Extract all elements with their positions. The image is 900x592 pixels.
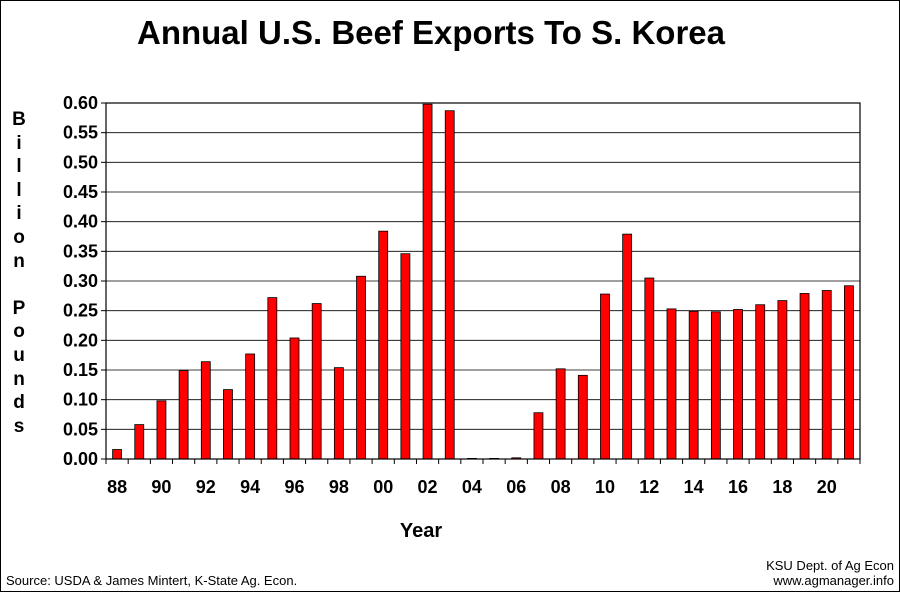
y-tick-label: 0.30 <box>63 271 98 291</box>
bar-11 <box>622 233 633 460</box>
x-tick-label: 10 <box>595 477 615 497</box>
bar-20 <box>821 290 832 460</box>
y-tick-label: 0.10 <box>63 390 98 410</box>
bar-10 <box>600 293 610 460</box>
bar-21 <box>844 285 854 460</box>
y-tick-label: 0.45 <box>63 182 98 202</box>
bar-14 <box>688 310 699 460</box>
y-axis-label: B i l l i o n P o u n d s <box>12 109 26 437</box>
x-tick-label: 96 <box>284 477 304 497</box>
x-tick-label: 04 <box>462 477 482 497</box>
chart-title: Annual U.S. Beef Exports To S. Korea <box>137 14 725 51</box>
source-note: Source: USDA & James Mintert, K-State Ag… <box>6 573 298 588</box>
bar-18 <box>777 300 788 460</box>
credit-line-1: KSU Dept. of Ag Econ <box>766 558 894 573</box>
bar-03 <box>444 110 455 460</box>
bar-98 <box>333 367 344 460</box>
gridlines <box>101 102 860 460</box>
x-tick-label: 18 <box>772 477 792 497</box>
bars <box>112 103 854 460</box>
bar-96 <box>289 337 300 460</box>
x-tick-label: 98 <box>329 477 349 497</box>
x-tick-label: 08 <box>551 477 571 497</box>
x-tick-label: 88 <box>107 477 127 497</box>
bar-02 <box>422 103 433 460</box>
bar-95 <box>267 297 278 460</box>
bar-09 <box>577 374 588 460</box>
y-tick-label: 0.55 <box>63 123 98 143</box>
bar-94 <box>245 353 256 460</box>
x-tick-label: 90 <box>151 477 171 497</box>
x-tick-labels: 88 90 92 94 96 98 00 02 04 06 08 10 12 14 16 18 20 <box>105 459 861 497</box>
bar-90 <box>156 400 167 460</box>
bar-93 <box>223 389 233 460</box>
bar-08 <box>555 368 566 460</box>
bar-07 <box>533 412 544 460</box>
y-tick-label: 0.25 <box>63 301 98 321</box>
y-tick-label: 0.05 <box>63 419 98 439</box>
bar-15 <box>710 311 721 460</box>
credit-line-2: www.agmanager.info <box>773 573 894 588</box>
bar-88 <box>112 449 122 460</box>
x-tick-label: 12 <box>639 477 659 497</box>
x-tick-label: 20 <box>817 477 837 497</box>
bar-99 <box>356 275 366 460</box>
bar-97 <box>311 303 322 460</box>
x-tick-label: 00 <box>373 477 393 497</box>
x-tick-label: 06 <box>506 477 526 497</box>
bar-01 <box>400 253 411 460</box>
x-tick-label: 92 <box>196 477 216 497</box>
x-axis-label: Year <box>399 520 443 542</box>
bar-17 <box>755 304 766 460</box>
bar-89 <box>134 424 145 460</box>
bar-16 <box>733 309 743 460</box>
y-tick-label: 0.00 <box>63 449 98 469</box>
bar-00 <box>378 230 389 460</box>
x-tick-label: 14 <box>684 477 704 497</box>
y-tick-label: 0.40 <box>63 212 98 232</box>
x-tick-label: 16 <box>728 477 748 497</box>
y-tick-label: 0.50 <box>63 152 98 172</box>
x-tick-label: 02 <box>418 477 438 497</box>
bar-92 <box>200 361 211 460</box>
y-tick-label: 0.35 <box>63 241 98 261</box>
y-tick-label: 0.60 <box>63 93 98 113</box>
bar-19 <box>799 293 810 460</box>
credit-note: KSU Dept. of Ag Econ www.agmanager.info <box>766 558 894 588</box>
x-tick-label: 94 <box>240 477 260 497</box>
bar-13 <box>666 308 677 460</box>
bar-91 <box>178 370 189 460</box>
y-tick-labels: 0.00 0.05 0.10 0.15 0.20 0.25 0.30 0.35 0.40 0.45… <box>63 93 98 469</box>
bar-12 <box>644 277 655 460</box>
y-tick-label: 0.15 <box>63 360 98 380</box>
y-tick-label: 0.20 <box>63 330 98 350</box>
